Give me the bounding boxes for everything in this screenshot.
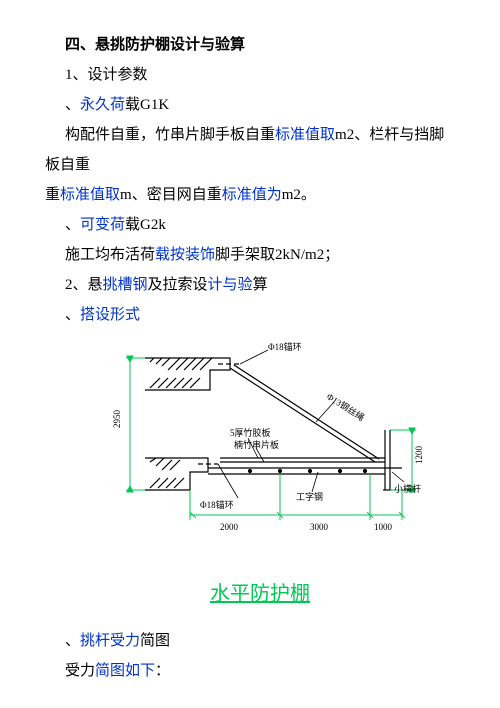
label-board1: 5厚竹胶板 bbox=[230, 427, 271, 438]
text: 载G2k bbox=[125, 217, 166, 233]
label-small: 小横杆 bbox=[394, 483, 421, 494]
para-permanent-load: 、永久荷载G1K bbox=[65, 90, 455, 120]
diagram: Φ18锚环 Φ18锚环 Φ13钢丝绳 5厚竹胶板 楠竹串片板 工字钢 小横杆 2… bbox=[90, 340, 430, 570]
para-component-weight: 构配件自重，竹串片脚手板自重标准值取m2、栏杆与挡脚板自重 重标准值取m、密目网… bbox=[45, 120, 455, 210]
text: 重 bbox=[45, 187, 60, 203]
text: 载G1K bbox=[125, 97, 169, 113]
diagram-svg: Φ18锚环 Φ18锚环 Φ13钢丝绳 5厚竹胶板 楠竹串片板 工字钢 小横杆 2… bbox=[90, 340, 430, 560]
para-force-diagram-below: 受力简图如下： bbox=[65, 656, 455, 686]
text: m2。 bbox=[282, 187, 316, 203]
para-design-params: 1、设计参数 bbox=[65, 60, 455, 90]
text: 构配件自重，竹串片脚手板自重 bbox=[65, 127, 275, 143]
label-rope: Φ13钢丝绳 bbox=[325, 390, 367, 422]
text-blue: 标准值取 bbox=[275, 127, 335, 143]
dim-2000: 2000 bbox=[220, 522, 239, 532]
text: 简图 bbox=[140, 633, 170, 649]
text: 、 bbox=[65, 307, 80, 323]
page: 四、悬挑防护棚设计与验算 1、设计参数 、永久荷载G1K 构配件自重，竹串片脚手… bbox=[0, 0, 500, 706]
text-blue: 永久荷 bbox=[80, 97, 125, 113]
text-blue: 载按装饰 bbox=[155, 247, 215, 263]
para-force-diagram: 、挑杆受力简图 bbox=[65, 626, 455, 656]
label-ring-top: Φ18锚环 bbox=[268, 341, 302, 352]
text: 2、悬 bbox=[65, 277, 103, 293]
text: 、 bbox=[65, 217, 80, 233]
dim-3000: 3000 bbox=[310, 522, 329, 532]
text-blue: 挑杆受力 bbox=[80, 633, 140, 649]
text: 算 bbox=[253, 277, 268, 293]
text-blue: 标准值为 bbox=[222, 187, 282, 203]
text: 、 bbox=[65, 97, 80, 113]
text: 脚手架取2kN/m2； bbox=[215, 247, 339, 263]
para-setup-form: 、搭设形式 bbox=[65, 300, 455, 330]
para-cantilever-heading: 2、悬挑槽钢及拉索设计与验算 bbox=[65, 270, 455, 300]
text: 受力 bbox=[65, 663, 95, 679]
text: 及拉索设 bbox=[148, 277, 208, 293]
dim-1000: 1000 bbox=[374, 522, 393, 532]
label-ibeam: 工字钢 bbox=[296, 491, 323, 502]
text-blue: 搭设形式 bbox=[80, 307, 140, 323]
text-blue: 挑槽钢 bbox=[103, 277, 148, 293]
text: ： bbox=[155, 663, 170, 679]
text: 、 bbox=[65, 633, 80, 649]
label-ring-bottom: Φ18锚环 bbox=[200, 499, 234, 510]
para-construction-load: 施工均布活荷载按装饰脚手架取2kN/m2； bbox=[65, 240, 455, 270]
section-heading: 四、悬挑防护棚设计与验算 bbox=[65, 30, 455, 60]
dim-2950: 2950 bbox=[112, 410, 122, 429]
text-blue: 标准值取 bbox=[60, 187, 120, 203]
label-board2: 楠竹串片板 bbox=[234, 439, 279, 450]
dim-1200: 1200 bbox=[414, 446, 424, 465]
text: m、密目网自重 bbox=[120, 187, 222, 203]
text-blue: 计与验 bbox=[208, 277, 253, 293]
text-blue: 可变荷 bbox=[80, 217, 125, 233]
text-blue: 简图如下 bbox=[95, 663, 155, 679]
diagram-caption: 水平防护棚 bbox=[65, 574, 455, 614]
para-variable-load: 、可变荷载G2k bbox=[65, 210, 455, 240]
text: 施工均布活荷 bbox=[65, 247, 155, 263]
